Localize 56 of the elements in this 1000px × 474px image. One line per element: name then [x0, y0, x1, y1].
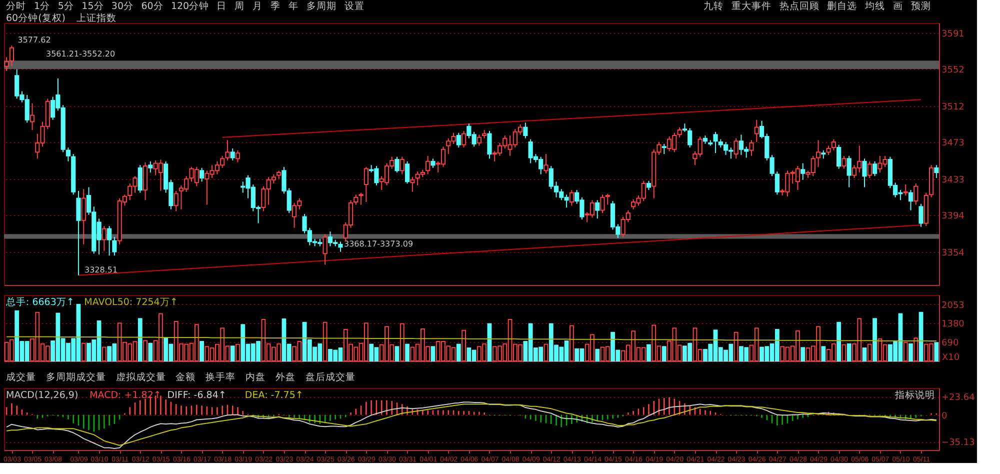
- annotation: 3328.51: [84, 265, 118, 274]
- text: 120分钟: [170, 0, 210, 12]
- annotation: DEA: -7.75↑: [244, 390, 304, 401]
- text: 周: [234, 1, 245, 12]
- text: 15分: [82, 0, 104, 12]
- text: 多周期: [306, 0, 336, 12]
- annotation: 指标说明: [894, 389, 935, 401]
- text: 删自选: [827, 0, 858, 12]
- text: 日: [216, 1, 227, 12]
- y-tick-label: 3552: [942, 66, 964, 76]
- y-tick-label: 3591: [942, 30, 964, 40]
- annotation: DIFF: -6.84↑: [167, 390, 226, 401]
- text: 成交量: [6, 371, 36, 383]
- y-tick-label: +23.64: [942, 393, 976, 404]
- text: 画: [893, 1, 904, 12]
- text: 内盘: [246, 371, 266, 383]
- text: 九转: [703, 0, 724, 12]
- annotation: 总手: 6663万↑: [5, 296, 74, 308]
- text: 热点回顾: [779, 0, 820, 12]
- text: 60分: [141, 0, 164, 12]
- text: 盘后成交量: [305, 371, 356, 383]
- text: 设置: [344, 0, 364, 12]
- y-tick-label: 0: [942, 411, 948, 422]
- y-tick-label: 3354: [942, 248, 965, 258]
- text: X10: [942, 353, 960, 363]
- text: 预测: [911, 0, 932, 12]
- chart-subtitle: 60分钟(复权): [6, 12, 66, 24]
- band-label: 3561.21-3552.20: [46, 50, 116, 59]
- y-tick-label: 1380: [942, 319, 965, 330]
- y-tick-label: 690: [942, 338, 959, 348]
- y-tick-label: 3394: [942, 211, 965, 222]
- text: 1分: [34, 0, 50, 12]
- text: 外盘: [275, 371, 296, 383]
- text: 均线: [864, 0, 886, 12]
- y-tick-label: 3512: [942, 102, 964, 113]
- text: 换手率: [206, 371, 236, 383]
- text: 金额: [176, 371, 196, 383]
- text: 30分: [111, 0, 134, 12]
- text: 5分: [58, 0, 74, 12]
- text: 季: [270, 0, 280, 12]
- y-tick-label: 2053: [942, 300, 964, 311]
- text: 年: [288, 0, 298, 12]
- text: 虚拟成交量: [116, 371, 166, 383]
- chart-title: 上证指数: [76, 12, 116, 24]
- y-tick-label: 3473: [942, 138, 964, 149]
- annotation: MACD: +1.82↑: [90, 390, 162, 401]
- text: 重大事件: [731, 0, 772, 12]
- y-tick-label: 3433: [942, 175, 964, 186]
- annotation: MACD(12,26,9): [6, 390, 78, 401]
- text: 多周期成交量: [46, 371, 106, 383]
- annotation: MAVOL50: 7254万↑: [84, 297, 178, 308]
- text: 月: [252, 1, 263, 12]
- y-tick-label: −35.13: [942, 438, 975, 448]
- band-label: 3368.17-3373.09: [344, 240, 414, 249]
- text: 分时: [6, 0, 26, 12]
- annotation: 3577.62: [18, 35, 51, 44]
